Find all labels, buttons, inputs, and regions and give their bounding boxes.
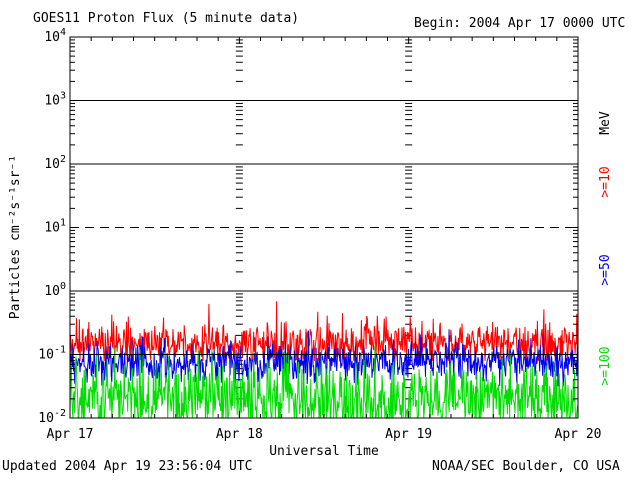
legend-ge10-label: >=10 (598, 166, 613, 198)
updated-timestamp: Updated 2004 Apr 19 23:56:04 UTC (2, 459, 253, 474)
svg-text:10-1: 10-1 (38, 345, 66, 363)
svg-text:100: 100 (44, 281, 66, 299)
svg-text:102: 102 (44, 154, 66, 172)
svg-text:103: 103 (44, 91, 66, 109)
x-tick-labels: Apr 17 Apr 18 Apr 19 Apr 20 (47, 427, 602, 442)
svg-text:101: 101 (44, 218, 66, 236)
page-title: GOES11 Proton Flux (5 minute data) (33, 11, 300, 26)
series-trace-1 (69, 301, 579, 362)
decade-gridlines (70, 100, 578, 355)
svg-text:Apr 17: Apr 17 (47, 427, 94, 442)
y-axis-label: Particles cm⁻²s⁻¹sr⁻¹ (8, 154, 23, 320)
svg-text:Apr 18: Apr 18 (216, 427, 263, 442)
legend-ge50-label: >=50 (598, 254, 613, 286)
axis-ticks (69, 36, 579, 419)
x-axis-label: Universal Time (269, 444, 379, 459)
svg-text:Apr 19: Apr 19 (385, 427, 432, 442)
legend-unit-label: MeV (598, 111, 613, 135)
legend-ge100-label: >=100 (598, 346, 613, 386)
svg-text:10-2: 10-2 (38, 408, 66, 426)
y-tick-labels: 104 103 102 101 100 10-1 10-2 (38, 27, 66, 426)
svg-text:104: 104 (44, 27, 66, 45)
begin-timestamp: Begin: 2004 Apr 17 0000 UTC (414, 16, 626, 31)
svg-text:Apr 20: Apr 20 (555, 427, 602, 442)
source-credit: NOAA/SEC Boulder, CO USA (432, 459, 620, 474)
